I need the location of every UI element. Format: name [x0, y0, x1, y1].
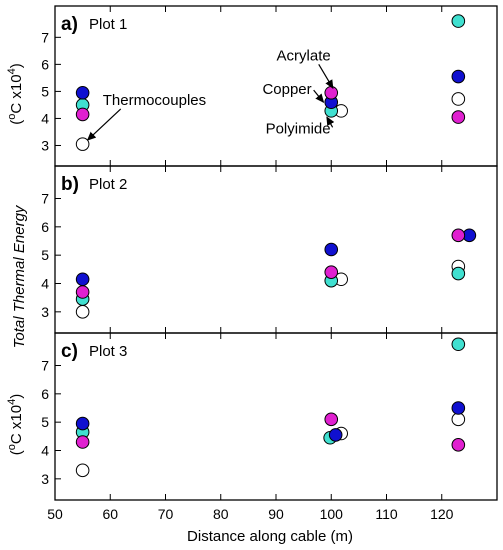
y-tick-label: 4 — [41, 110, 49, 126]
point-acrylate — [75, 435, 90, 449]
panel-letter: b) — [61, 174, 79, 195]
annotation-copper: Copper — [262, 81, 311, 98]
y-tick-label: 7 — [41, 358, 49, 374]
y-tick-label: 7 — [41, 29, 49, 45]
y-tick-label: 7 — [41, 191, 49, 207]
panel-letter: c) — [61, 341, 78, 362]
point-thermocouples — [451, 92, 466, 106]
point-copper — [75, 272, 90, 287]
x-axis-label: Distance along cable (m) — [187, 528, 353, 545]
point-acrylate — [451, 228, 466, 243]
panel-title: Plot 1 — [89, 16, 127, 33]
point-copper — [451, 69, 466, 84]
point-acrylate — [451, 110, 466, 124]
point-copper — [324, 242, 339, 257]
x-tick-label: 70 — [158, 506, 174, 522]
point-polyimide — [451, 266, 466, 281]
point-thermocouples — [75, 305, 90, 319]
y-axis-units-label: (oC x104) — [6, 63, 25, 124]
x-tick-label: 120 — [430, 506, 454, 522]
y-tick-label: 6 — [41, 219, 49, 235]
annotation-arrow — [86, 108, 122, 141]
x-axis-ticks: 50 60 70 80 90 100 110 120 — [47, 506, 453, 522]
annotation-arrow — [313, 89, 325, 103]
point-polyimide — [451, 337, 466, 352]
y-tick-label: 3 — [41, 471, 49, 487]
x-tick-label: 100 — [320, 506, 344, 522]
point-copper — [328, 428, 343, 442]
point-acrylate — [324, 85, 339, 100]
annotation-arrow — [326, 116, 335, 128]
annotation-polyimide: Polyimide — [266, 120, 331, 137]
x-tick-label: 80 — [213, 506, 229, 522]
y-tick-label: 3 — [41, 304, 49, 320]
point-acrylate — [75, 107, 90, 122]
y-tick-label: 4 — [41, 276, 49, 292]
shared-y-axis-label: Total Thermal Energy — [11, 204, 28, 348]
point-copper — [75, 416, 90, 431]
panels-layer: 3 4 5 6 7 a) Plot 1 (oC x104) Thermocouples Coppe… — [6, 5, 498, 501]
point-acrylate — [324, 265, 339, 279]
y-tick-label: 4 — [41, 443, 49, 459]
point-copper — [451, 401, 466, 415]
point-thermocouples — [75, 463, 90, 478]
y-tick-label: 6 — [41, 56, 49, 72]
panel-3: 3 4 5 6 7 c) Plot 3 (oC x104) — [6, 332, 498, 501]
panel-title: Plot 2 — [89, 176, 127, 193]
panel-title: Plot 3 — [89, 343, 127, 360]
panel-1: 3 4 5 6 7 a) Plot 1 (oC x104) Thermocouples Coppe… — [6, 5, 498, 167]
x-tick-label: 90 — [268, 506, 284, 522]
point-thermocouples — [451, 412, 466, 427]
y-tick-label: 3 — [41, 137, 49, 153]
point-acrylate — [324, 412, 339, 427]
point-acrylate — [75, 285, 90, 299]
panel-letter: a) — [61, 14, 78, 35]
annotation-acrylate: Acrylate — [277, 47, 331, 64]
y-tick-label: 5 — [41, 414, 49, 430]
x-tick-label: 110 — [375, 506, 398, 522]
x-tick-label: 60 — [102, 506, 118, 522]
annotation-thermocouples: Thermocouples — [103, 92, 206, 109]
annotation-arrow — [318, 64, 334, 90]
point-polyimide — [451, 14, 466, 28]
y-tick-label: 5 — [41, 247, 49, 263]
point-acrylate — [451, 438, 466, 452]
y-tick-label: 5 — [41, 83, 49, 99]
point-thermocouples — [75, 137, 90, 151]
point-copper — [75, 85, 90, 100]
x-tick-label: 50 — [47, 506, 63, 522]
y-tick-label: 6 — [41, 386, 49, 402]
panel-2: 3 4 5 6 7 b) Plot 2 — [41, 165, 498, 334]
y-axis-units-label: (oC x104) — [6, 394, 25, 455]
